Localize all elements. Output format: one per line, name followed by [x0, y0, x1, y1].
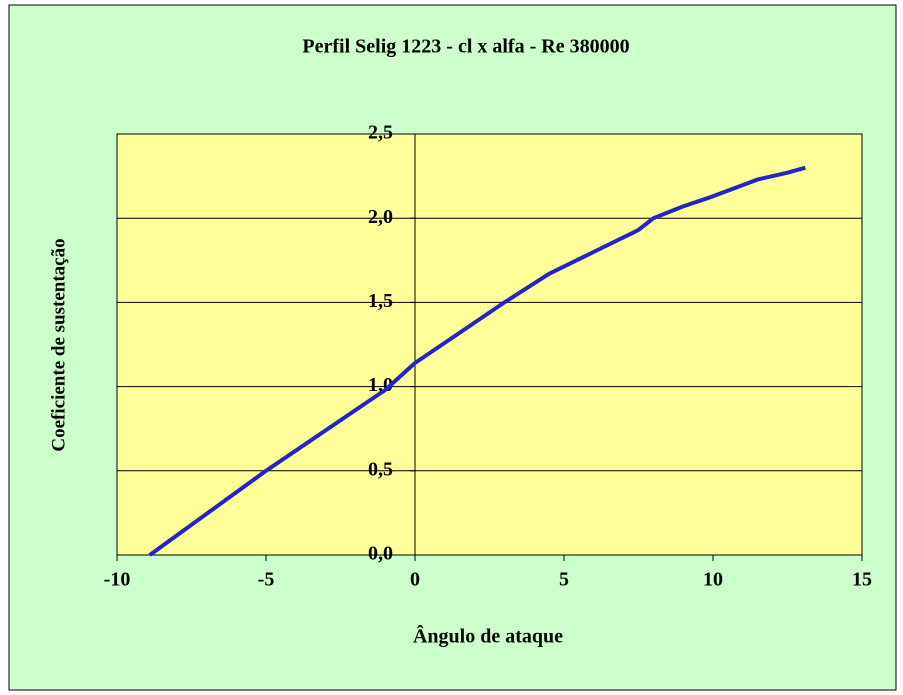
x-tick-label: 5 [559, 569, 569, 591]
y-tick-label: 0,5 [368, 458, 393, 480]
y-tick-label: 1,5 [368, 290, 393, 312]
y-tick-label: 2,5 [368, 122, 393, 144]
x-tick-label: 15 [852, 569, 872, 591]
y-tick-label: 0,0 [368, 543, 393, 565]
x-tick-label: 0 [410, 569, 420, 591]
x-tick-label: -10 [104, 569, 131, 591]
x-tick-label: 10 [703, 569, 723, 591]
x-tick-label: -5 [258, 569, 275, 591]
plot-area [117, 134, 862, 555]
chart-title: Perfil Selig 1223 - cl x alfa - Re 38000… [302, 36, 629, 58]
x-axis-label: Ângulo de ataque [413, 624, 563, 648]
y-tick-label: 2,0 [368, 206, 393, 228]
data-line [148, 165, 806, 557]
y-axis-label: Coeficiente de sustentação [48, 238, 69, 451]
plot-border [116, 133, 863, 556]
